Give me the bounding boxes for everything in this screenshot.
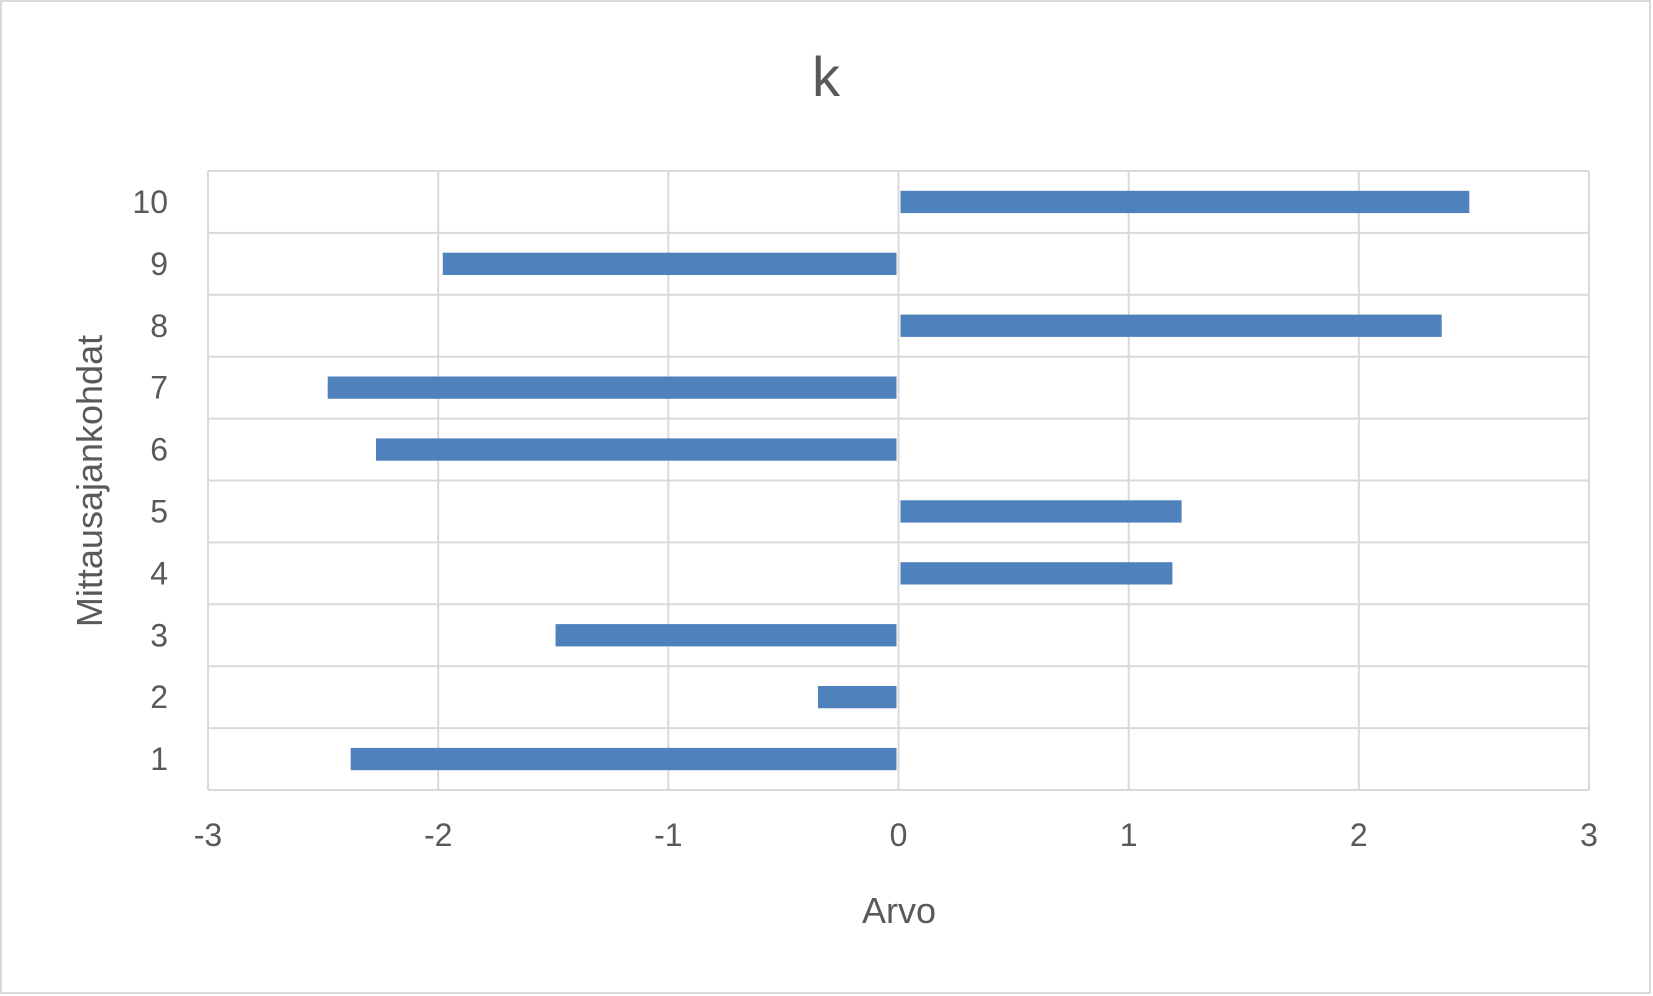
y-tick-label: 1 bbox=[150, 741, 168, 777]
x-tick-label: -1 bbox=[654, 817, 682, 853]
y-tick-label: 2 bbox=[150, 679, 168, 715]
chart-title: k bbox=[812, 45, 841, 108]
bar-6 bbox=[376, 438, 897, 461]
x-tick-label: -3 bbox=[194, 817, 222, 853]
y-tick-label: 3 bbox=[150, 617, 168, 653]
x-tick-label: 0 bbox=[890, 817, 908, 853]
x-tick-label: 1 bbox=[1120, 817, 1138, 853]
bar-10 bbox=[900, 190, 1470, 214]
y-tick-label: 10 bbox=[132, 184, 168, 220]
x-axis-title: Arvo bbox=[862, 890, 936, 931]
bar-2 bbox=[817, 686, 897, 709]
x-tick-label: -2 bbox=[424, 817, 452, 853]
bar-5 bbox=[900, 500, 1182, 523]
y-tick-label: 8 bbox=[150, 308, 168, 344]
x-tick-label: 3 bbox=[1580, 817, 1598, 853]
y-axis-title: Mittausajankohdat bbox=[69, 335, 110, 627]
bar-8 bbox=[900, 314, 1442, 337]
y-tick-label: 7 bbox=[150, 370, 168, 406]
bar-4 bbox=[900, 562, 1173, 585]
bar-7 bbox=[327, 376, 897, 399]
y-tick-label: 6 bbox=[150, 432, 168, 468]
bar-3 bbox=[555, 624, 897, 647]
bar-1 bbox=[350, 747, 897, 771]
y-tick-label: 9 bbox=[150, 246, 168, 282]
y-tick-label: 5 bbox=[150, 493, 168, 529]
y-tick-labels: 1 2 3 4 5 6 7 8 9 10 bbox=[132, 184, 168, 777]
bars bbox=[327, 190, 1470, 771]
grid bbox=[207, 170, 1590, 791]
bar-9 bbox=[442, 252, 897, 275]
x-tick-label: 2 bbox=[1350, 817, 1368, 853]
y-tick-label: 4 bbox=[150, 555, 168, 591]
x-tick-labels: -3 -2 -1 0 1 2 3 bbox=[194, 817, 1598, 853]
